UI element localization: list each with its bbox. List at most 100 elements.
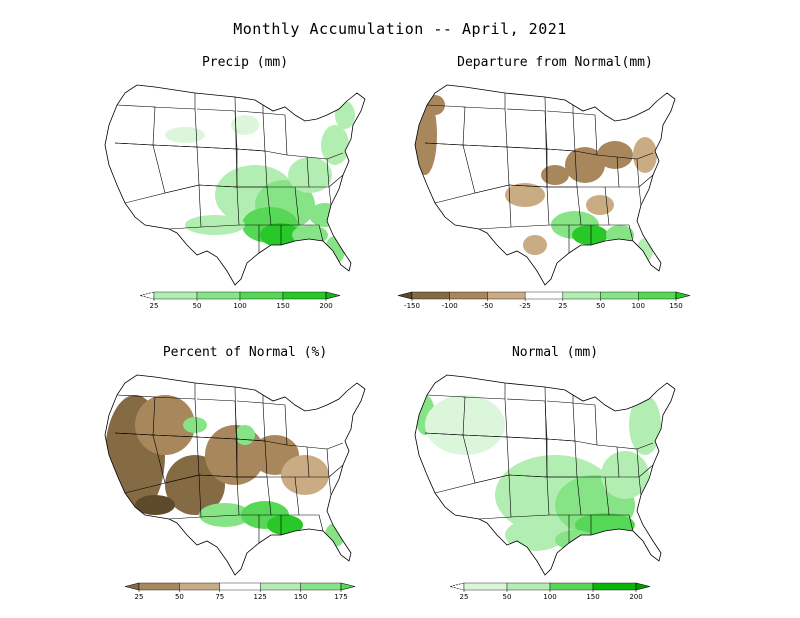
departure-legend-bar: -150 -100 -50 -25 25 50 100 150 xyxy=(397,291,691,310)
percent-legend-bar: 25 50 75 125 150 175 xyxy=(124,582,356,601)
precip-region xyxy=(309,203,341,227)
legend-tick-label: 150 xyxy=(586,593,599,601)
legend-swatch xyxy=(411,291,450,300)
legend-swatch xyxy=(562,291,601,300)
legend-swatch xyxy=(463,582,508,591)
legend-tick-label: -100 xyxy=(442,302,458,310)
legend-swatch xyxy=(239,291,284,300)
precip-region xyxy=(555,530,595,550)
state-boundary xyxy=(609,514,634,532)
legend-tick-label: -25 xyxy=(519,302,530,310)
legend-swatch xyxy=(638,291,677,300)
legend-tick-label: 175 xyxy=(334,593,347,601)
state-boundary xyxy=(638,174,654,188)
precip-region xyxy=(586,195,614,215)
country-outline xyxy=(414,84,676,286)
legend-tick-label: -50 xyxy=(482,302,493,310)
legend-swatch xyxy=(282,291,327,300)
state-boundary xyxy=(234,386,238,478)
legend-swatch xyxy=(219,582,261,591)
state-boundary xyxy=(299,224,324,242)
legend-tick-label: 100 xyxy=(543,593,556,601)
departure-panel-title: Departure from Normal(mm) xyxy=(457,55,653,70)
precip-region xyxy=(260,223,300,247)
legend-swatch xyxy=(600,291,639,300)
state-boundary xyxy=(609,224,634,242)
country-outline xyxy=(104,84,366,286)
state-boundary xyxy=(164,474,202,520)
legend-lower-arrow xyxy=(124,582,140,591)
state-boundary xyxy=(424,432,476,494)
legend-upper-arrow xyxy=(675,291,691,300)
precip-region xyxy=(325,523,345,547)
precip-region xyxy=(601,451,649,499)
state-boundary xyxy=(636,152,654,160)
percent-legend: 25 50 75 125 150 175 xyxy=(124,580,356,602)
precip-region xyxy=(281,455,329,495)
precip-region xyxy=(425,395,505,455)
precip-region xyxy=(267,515,303,535)
state-boundary xyxy=(474,474,512,520)
precip-region xyxy=(597,141,633,169)
precip-region xyxy=(135,495,175,515)
precip-region xyxy=(505,519,565,551)
legend-tick-label: 200 xyxy=(319,302,332,310)
precip-panel: Precip (mm) xyxy=(85,55,405,295)
state-boundary xyxy=(267,186,300,226)
legend-tick-label: 25 xyxy=(558,302,567,310)
legend-swatch xyxy=(259,582,301,591)
state-boundary xyxy=(424,142,476,204)
legend-tick-label: -150 xyxy=(404,302,420,310)
precip-region xyxy=(288,157,332,193)
legend-lower-arrow xyxy=(397,291,413,300)
state-boundary xyxy=(596,154,620,188)
precip-region xyxy=(523,235,547,255)
state-boundary xyxy=(572,395,598,446)
precip-region xyxy=(165,127,205,143)
legend-swatch xyxy=(153,291,198,300)
precip-region xyxy=(292,225,328,245)
state-boundary xyxy=(114,432,166,494)
precip-region xyxy=(633,137,657,173)
legend-swatch xyxy=(592,582,637,591)
state-boundary xyxy=(508,184,550,228)
state-boundary xyxy=(198,184,240,228)
legend-swatch xyxy=(524,291,564,300)
normal-map xyxy=(414,374,676,576)
precip-region xyxy=(185,215,245,235)
state-boundary xyxy=(544,386,548,478)
state-boundary xyxy=(286,154,310,188)
normal-legend-bar: 25 50 100 150 200 xyxy=(449,582,651,601)
legend-tick-label: 75 xyxy=(215,593,224,601)
normal-panel-title: Normal (mm) xyxy=(511,345,599,360)
state-boundary xyxy=(326,442,344,450)
legend-tick-label: 100 xyxy=(632,302,645,310)
legend-tick-label: 50 xyxy=(175,593,184,601)
legend-tick-label: 25 xyxy=(460,593,469,601)
state-boundary xyxy=(114,142,166,204)
precip-region xyxy=(572,225,608,245)
state-boundary xyxy=(638,464,654,478)
state-boundary xyxy=(262,395,288,446)
state-boundary xyxy=(636,442,654,450)
legend-upper-arrow xyxy=(635,582,651,591)
state-boundary xyxy=(267,476,300,516)
precip-region xyxy=(505,183,545,207)
percent-map xyxy=(104,374,366,576)
precip-region xyxy=(135,395,195,455)
state-boundary xyxy=(328,174,344,188)
departure-map xyxy=(414,84,676,286)
legend-tick-label: 50 xyxy=(193,302,202,310)
legend-swatch xyxy=(449,291,488,300)
legend-swatch xyxy=(179,582,221,591)
state-boundary xyxy=(198,474,240,518)
state-boundary xyxy=(577,186,610,226)
figure-title: Monthly Accumulation -- April, 2021 xyxy=(233,20,567,38)
precip-region xyxy=(235,425,255,445)
state-boundary xyxy=(474,184,512,230)
legend-tick-label: 25 xyxy=(135,593,144,601)
legend-lower-arrow xyxy=(139,291,155,300)
state-boundary xyxy=(572,105,598,156)
legend-tick-label: 25 xyxy=(150,302,159,310)
state-boundary xyxy=(596,444,620,478)
